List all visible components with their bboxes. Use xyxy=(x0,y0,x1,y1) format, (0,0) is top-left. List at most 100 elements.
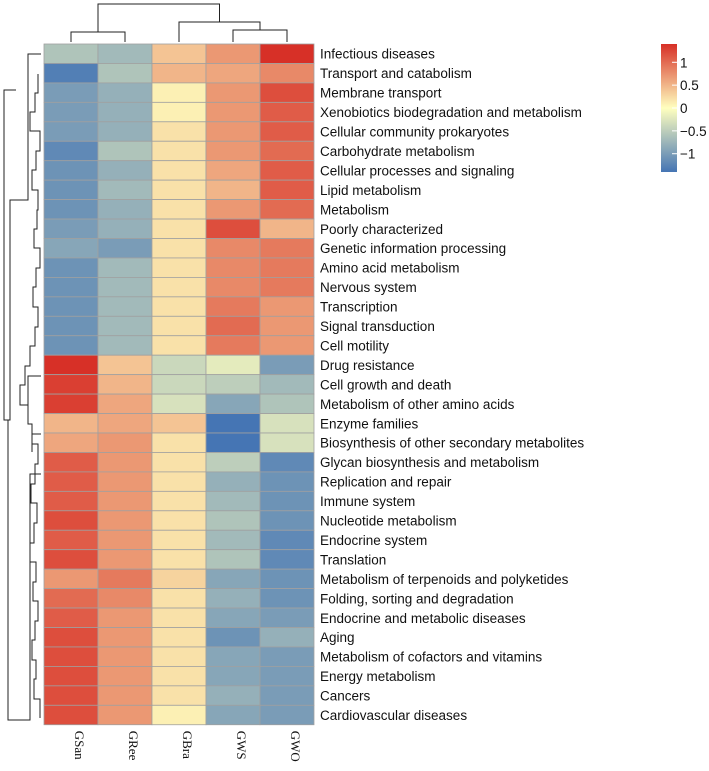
heatmap-cell-aging-gree xyxy=(97,627,153,648)
row-label-nervous-system: Nervous system xyxy=(320,280,417,295)
heatmap-cell-translation-gws xyxy=(205,549,261,570)
row-label-cell-growth-and-death: Cell growth and death xyxy=(320,377,451,392)
heatmap-cell-metabolism-of-cofactors-and-vitamins-gwo xyxy=(259,646,315,667)
heatmap-cell-amino-acid-metabolism-gree xyxy=(97,257,153,278)
legend-tick-label: 1 xyxy=(680,55,688,70)
heatmap-cell-glycan-biosynthesis-and-metabolism-gws xyxy=(205,452,261,473)
heatmap-cell-transport-and-catabolism-gsan xyxy=(43,63,99,84)
row-label-replication-and-repair: Replication and repair xyxy=(320,475,452,490)
heatmap-cell-metabolism-of-terpenoids-and-polyketides-gws xyxy=(205,568,261,590)
row-label-amino-acid-metabolism: Amino acid metabolism xyxy=(320,261,460,276)
heatmap-cell-transcription-gws xyxy=(205,296,261,317)
heatmap-cell-poorly-characterized-gbra xyxy=(151,218,207,239)
heatmap-cell-energy-metabolism-gwo xyxy=(259,666,315,687)
heatmap-cell-cancers-gwo xyxy=(259,685,315,706)
heatmap-cell-aging-gws xyxy=(205,627,261,648)
heatmap-cell-cellular-processes-and-signaling-gsan xyxy=(43,160,99,181)
row-label-metabolism-of-terpenoids-and-polyketides: Metabolism of terpenoids and polyketides xyxy=(320,572,569,587)
heatmap-cell-cell-motility-gbra xyxy=(151,335,207,356)
heatmap-cell-cancers-gsan xyxy=(43,685,99,706)
heatmap-cell-cardiovascular-diseases-gbra xyxy=(151,704,207,726)
heatmap-cell-metabolism-of-other-amino-acids-gws xyxy=(205,393,261,414)
heatmap-cell-nervous-system-gree xyxy=(97,276,153,298)
heatmap-cell-drug-resistance-gws xyxy=(205,354,261,376)
heatmap-cell-translation-gsan xyxy=(43,549,99,570)
heatmap-cell-biosynthesis-of-other-secondary-metabolites-gws xyxy=(205,432,261,453)
heatmap-cell-glycan-biosynthesis-and-metabolism-gree xyxy=(97,452,153,473)
heatmap-cell-replication-and-repair-gws xyxy=(205,471,261,492)
heatmap-cell-translation-gree xyxy=(97,549,153,570)
heatmap-cell-nervous-system-gsan xyxy=(43,276,99,298)
heatmap-cell-immune-system-gree xyxy=(97,490,153,512)
heatmap-cell-endocrine-system-gree xyxy=(97,529,153,551)
row-label-infectious-diseases: Infectious diseases xyxy=(320,47,435,62)
row-label-enzyme-families: Enzyme families xyxy=(320,416,419,431)
row-label-cardiovascular-diseases: Cardiovascular diseases xyxy=(320,708,467,723)
heatmap-cell-metabolism-of-terpenoids-and-polyketides-gbra xyxy=(151,568,207,590)
heatmap-cell-lipid-metabolism-gsan xyxy=(43,179,99,200)
heatmap-cell-cellular-community-prokaryotes-gwo xyxy=(259,121,315,142)
heatmap-cell-drug-resistance-gwo xyxy=(259,354,315,376)
heatmap-cell-membrane-transport-gree xyxy=(97,82,153,103)
heatmap-cell-folding-sorting-and-degradation-gws xyxy=(205,588,261,609)
heatmap-cell-infectious-diseases-gwo xyxy=(259,43,315,64)
heatmap-cell-xenobiotics-biodegradation-and-metabolism-gree xyxy=(97,101,153,123)
heatmap-cell-amino-acid-metabolism-gwo xyxy=(259,257,315,278)
heatmap-cell-poorly-characterized-gws xyxy=(205,218,261,239)
heatmap-cell-metabolism-gree xyxy=(97,199,153,220)
heatmap-cell-transport-and-catabolism-gwo xyxy=(259,63,315,84)
legend-color-bar xyxy=(661,44,677,172)
heatmap-cell-endocrine-system-gws xyxy=(205,529,261,551)
heatmap-cell-membrane-transport-gbra xyxy=(151,82,207,103)
heatmap-cell-metabolism-of-terpenoids-and-polyketides-gree xyxy=(97,568,153,590)
heatmap-cell-signal-transduction-gbra xyxy=(151,315,207,337)
row-label-nucleotide-metabolism: Nucleotide metabolism xyxy=(320,514,457,529)
row-label-energy-metabolism: Energy metabolism xyxy=(320,669,436,684)
heatmap-cell-aging-gsan xyxy=(43,627,99,648)
heatmap-cell-cancers-gree xyxy=(97,685,153,706)
heatmap-cell-xenobiotics-biodegradation-and-metabolism-gws xyxy=(205,101,261,123)
column-label-gws: GWS xyxy=(234,731,249,760)
heatmap-cell-carbohydrate-metabolism-gwo xyxy=(259,140,315,162)
heatmap-cell-metabolism-of-cofactors-and-vitamins-gws xyxy=(205,646,261,667)
row-label-carbohydrate-metabolism: Carbohydrate metabolism xyxy=(320,144,475,159)
heatmap-cell-replication-and-repair-gsan xyxy=(43,471,99,492)
heatmap-cell-cellular-processes-and-signaling-gree xyxy=(97,160,153,181)
heatmap-cell-glycan-biosynthesis-and-metabolism-gbra xyxy=(151,452,207,473)
heatmap-cell-glycan-biosynthesis-and-metabolism-gsan xyxy=(43,452,99,473)
row-labels: Infectious diseases Transport and catabol… xyxy=(320,47,584,723)
heatmap-cell-folding-sorting-and-degradation-gwo xyxy=(259,588,315,609)
row-label-metabolism: Metabolism xyxy=(320,202,389,217)
heatmap-cell-endocrine-and-metabolic-diseases-gbra xyxy=(151,607,207,628)
heatmap-cell-enzyme-families-gree xyxy=(97,413,153,434)
row-label-signal-transduction: Signal transduction xyxy=(320,319,435,334)
row-label-transcription: Transcription xyxy=(320,300,398,315)
heatmap-cell-carbohydrate-metabolism-gsan xyxy=(43,140,99,162)
heatmap-cell-cellular-community-prokaryotes-gree xyxy=(97,121,153,142)
row-label-metabolism-of-cofactors-and-vitamins: Metabolism of cofactors and vitamins xyxy=(320,650,542,665)
heatmap-cell-infectious-diseases-gsan xyxy=(43,43,99,64)
heatmap-cell-cell-motility-gree xyxy=(97,335,153,356)
heatmap-cell-lipid-metabolism-gree xyxy=(97,179,153,200)
heatmap-cell-cell-motility-gws xyxy=(205,335,261,356)
legend-tick-label: −0.5 xyxy=(680,124,707,139)
heatmap-cell-genetic-information-processing-gwo xyxy=(259,238,315,259)
heatmap-cell-xenobiotics-biodegradation-and-metabolism-gwo xyxy=(259,101,315,123)
heatmap-cell-cellular-community-prokaryotes-gbra xyxy=(151,121,207,142)
heatmap-cell-cell-motility-gsan xyxy=(43,335,99,356)
heatmap-cell-metabolism-of-terpenoids-and-polyketides-gwo xyxy=(259,568,315,590)
heatmap-cell-biosynthesis-of-other-secondary-metabolites-gsan xyxy=(43,432,99,453)
column-label-gbra: GBra xyxy=(180,731,195,759)
heatmap-cell-poorly-characterized-gsan xyxy=(43,218,99,239)
heatmap-cell-replication-and-repair-gbra xyxy=(151,471,207,492)
heatmap-cell-amino-acid-metabolism-gsan xyxy=(43,257,99,278)
row-label-metabolism-of-other-amino-acids: Metabolism of other amino acids xyxy=(320,397,515,412)
heatmap-cell-enzyme-families-gws xyxy=(205,413,261,434)
heatmap-cell-aging-gbra xyxy=(151,627,207,648)
heatmap-cell-metabolism-of-other-amino-acids-gree xyxy=(97,393,153,414)
color-legend: 1 0.5 0 −0.5 −1 xyxy=(661,44,707,172)
heatmap-cell-lipid-metabolism-gwo xyxy=(259,179,315,200)
heatmap-cell-membrane-transport-gwo xyxy=(259,82,315,103)
heatmap-cell-cardiovascular-diseases-gwo xyxy=(259,704,315,726)
heatmap-cell-metabolism-gsan xyxy=(43,199,99,220)
